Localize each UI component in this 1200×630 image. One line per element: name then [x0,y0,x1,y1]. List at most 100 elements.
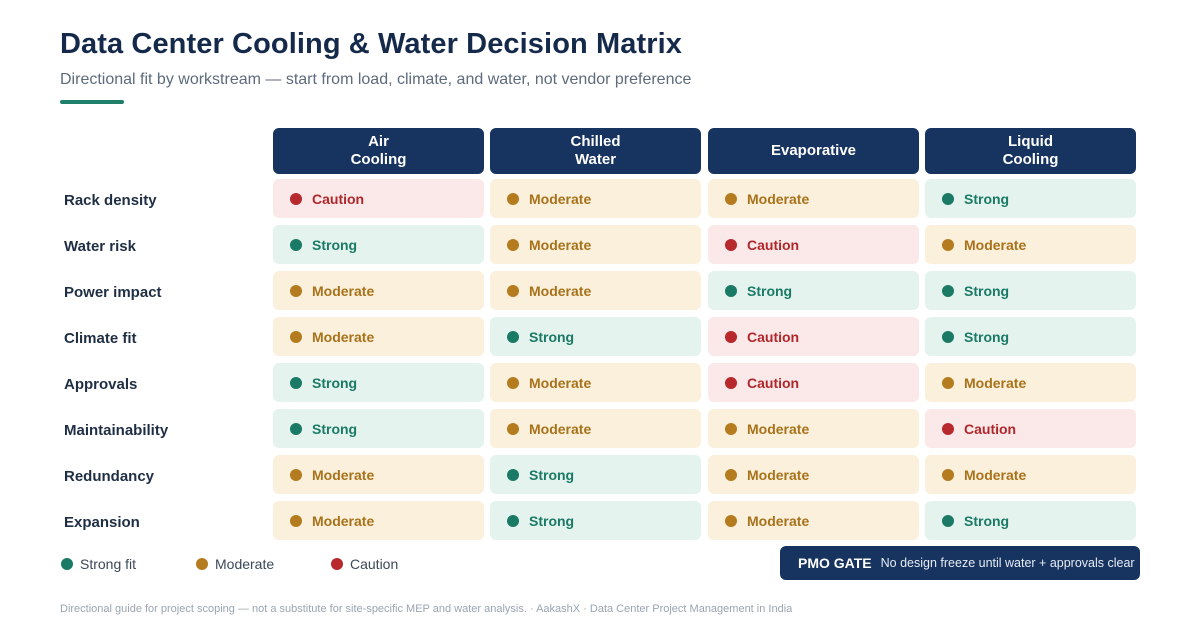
cell-rating: Moderate [312,466,375,483]
cell-rating: Moderate [529,420,592,437]
gate-text: No design freeze until water + approvals… [880,556,1135,570]
cell-rating: Strong [747,282,793,299]
row-label: Climate fit [64,330,137,347]
caution-dot-icon [290,192,302,205]
matrix-cell: Moderate [925,363,1136,402]
matrix-cell: Strong [273,225,484,264]
column-header: Air Cooling [273,128,484,174]
cell-rating: Moderate [964,466,1027,483]
page-subtitle: Directional fit by workstream — start fr… [60,71,692,88]
matrix-cell: Moderate [490,409,701,448]
caution-dot-icon [725,330,737,343]
column-header: Evaporative [708,128,919,174]
strong-dot-icon [942,192,954,205]
matrix-cell: Caution [273,179,484,218]
page-title: Data Center Cooling & Water Decision Mat… [60,28,682,60]
matrix-cell: Moderate [708,409,919,448]
moderate-dot-icon [507,422,519,435]
cell-rating: Strong [312,420,358,437]
column-header-line: Cooling [1002,151,1059,168]
strong-dot-icon [290,422,302,435]
cell-rating: Caution [747,236,800,253]
cell-rating: Strong [529,512,575,529]
footer-note: Directional guide for project scoping — … [60,603,793,615]
cell-rating: Moderate [747,466,810,483]
matrix-cell: Strong [925,317,1136,356]
cell-rating: Strong [964,190,1010,207]
column-header-line: Air [368,133,389,150]
matrix-cell: Strong [273,409,484,448]
gate-label: PMO GATE [798,555,872,571]
column-header-line: Evaporative [770,142,857,159]
matrix-cell: Moderate [490,225,701,264]
strong-dot-icon [290,238,302,251]
cell-rating: Strong [529,466,575,483]
moderate-dot-icon [942,468,954,481]
strong-dot-icon [942,284,954,297]
strong-dot-icon [942,514,954,527]
moderate-dot-icon [507,192,519,205]
moderate-dot-icon [196,558,208,570]
matrix-cell: Strong [925,501,1136,540]
strong-dot-icon [507,330,519,343]
cell-rating: Moderate [312,328,375,345]
matrix-cell: Moderate [708,179,919,218]
column-header-line: Chilled [570,133,621,150]
accent-rule [60,100,124,104]
strong-dot-icon [507,514,519,527]
strong-dot-icon [61,558,73,570]
matrix-cell: Moderate [490,271,701,310]
row-label: Water risk [64,238,136,255]
moderate-dot-icon [507,284,519,297]
column-header-line: Liquid [1008,133,1053,150]
moderate-dot-icon [290,284,302,297]
column-header: Chilled Water [490,128,701,174]
matrix-cell: Moderate [273,317,484,356]
row-label: Expansion [64,514,140,531]
matrix-cell: Strong [925,271,1136,310]
matrix-cell: Strong [490,455,701,494]
matrix-cell: Moderate [273,455,484,494]
cell-rating: Caution [964,420,1017,437]
matrix-cell: Moderate [490,179,701,218]
cell-rating: Moderate [747,420,810,437]
cell-rating: Moderate [529,374,592,391]
matrix-cell: Caution [708,363,919,402]
moderate-dot-icon [290,514,302,527]
moderate-dot-icon [725,422,737,435]
strong-dot-icon [942,330,954,343]
matrix-cell: Moderate [273,501,484,540]
legend-label: Strong fit [80,556,137,572]
cell-rating: Strong [964,282,1010,299]
matrix-cell: Caution [708,317,919,356]
matrix-cell: Moderate [273,271,484,310]
cell-rating: Moderate [964,374,1027,391]
matrix-cell: Strong [490,317,701,356]
row-label: Rack density [64,192,157,209]
matrix-cell: Moderate [490,363,701,402]
cell-rating: Caution [747,328,800,345]
cell-rating: Moderate [529,282,592,299]
matrix-cell: Caution [925,409,1136,448]
cell-rating: Caution [747,374,800,391]
moderate-dot-icon [507,238,519,251]
moderate-dot-icon [725,514,737,527]
cell-rating: Moderate [529,190,592,207]
matrix-cell: Strong [925,179,1136,218]
caution-dot-icon [331,558,343,570]
strong-dot-icon [507,468,519,481]
moderate-dot-icon [725,192,737,205]
row-label: Approvals [64,376,138,393]
matrix-cell: Strong [708,271,919,310]
legend-item-caution: Caution [331,556,398,572]
matrix-cell: Moderate [925,455,1136,494]
cell-rating: Strong [964,328,1010,345]
caution-dot-icon [725,376,737,389]
column-header-line: Cooling [350,151,407,168]
cell-rating: Strong [529,328,575,345]
matrix-cell: Moderate [925,225,1136,264]
moderate-dot-icon [942,376,954,389]
pmo-gate-badge: PMO GATE No design freeze until water + … [780,546,1140,580]
cell-rating: Strong [312,374,358,391]
moderate-dot-icon [725,468,737,481]
